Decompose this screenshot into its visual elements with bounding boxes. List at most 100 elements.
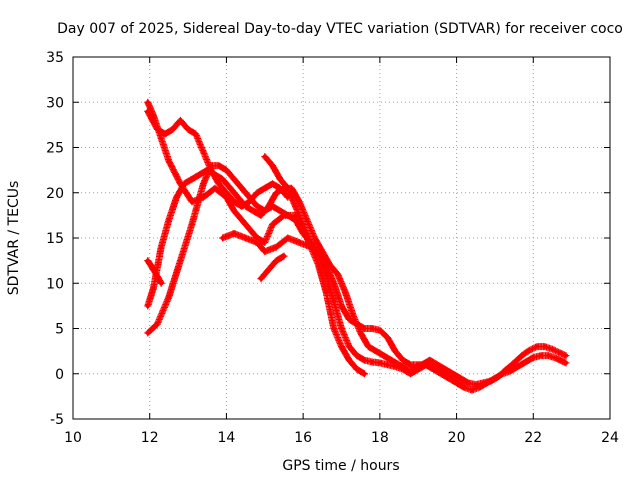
data-point bbox=[504, 367, 509, 372]
tick-labels: 10 12 14 16 18 20 22 24 -5 0 5 10 15 20 25 30 35 bbox=[46, 50, 619, 446]
data-point bbox=[170, 127, 175, 132]
series-trace-1 bbox=[144, 98, 368, 378]
y-tick-label: 20 bbox=[46, 186, 64, 202]
data-point bbox=[145, 109, 150, 114]
x-tick-label: 10 bbox=[64, 430, 82, 446]
data-point bbox=[189, 222, 195, 227]
data-point bbox=[393, 348, 398, 354]
data-point bbox=[189, 199, 195, 204]
data-point bbox=[339, 326, 344, 331]
data-point bbox=[262, 249, 267, 254]
data-point bbox=[174, 195, 179, 200]
data-point bbox=[350, 312, 356, 318]
data-point bbox=[293, 204, 298, 209]
data-point bbox=[281, 253, 287, 259]
data-point bbox=[216, 163, 221, 168]
data-point bbox=[304, 217, 310, 223]
data-point bbox=[182, 181, 187, 186]
data-point bbox=[354, 367, 359, 372]
data-point bbox=[178, 118, 183, 123]
data-point bbox=[511, 360, 517, 366]
data-point bbox=[450, 371, 455, 376]
y-tick-label: -5 bbox=[50, 412, 64, 428]
data-point bbox=[534, 344, 540, 349]
data-point bbox=[370, 359, 375, 365]
data-point bbox=[297, 240, 302, 245]
data-point bbox=[531, 355, 536, 360]
data-point bbox=[220, 235, 225, 241]
data-point bbox=[400, 358, 406, 363]
data-point bbox=[373, 348, 379, 354]
data-point bbox=[370, 326, 375, 331]
data-point bbox=[377, 360, 383, 366]
data-point bbox=[193, 131, 198, 137]
data-point bbox=[488, 378, 494, 384]
data-point bbox=[201, 149, 206, 155]
data-point bbox=[231, 231, 237, 236]
data-point bbox=[231, 177, 237, 182]
data-point bbox=[523, 359, 528, 365]
data-point bbox=[385, 362, 390, 367]
data-point bbox=[285, 213, 290, 218]
data-point bbox=[185, 127, 191, 132]
data-point bbox=[324, 272, 329, 277]
data-point bbox=[335, 272, 340, 277]
data-point bbox=[439, 371, 444, 376]
data-point bbox=[262, 186, 267, 191]
x-tick-label: 24 bbox=[601, 430, 619, 446]
series-trace-4 bbox=[144, 166, 570, 389]
data-point bbox=[542, 344, 547, 349]
axis-ticks bbox=[72, 56, 611, 420]
x-tick-label: 18 bbox=[371, 430, 389, 446]
data-point bbox=[262, 208, 267, 214]
data-point bbox=[285, 235, 290, 241]
data-point bbox=[347, 358, 352, 363]
data-point bbox=[212, 186, 218, 191]
data-point bbox=[339, 303, 344, 309]
data-point bbox=[481, 380, 486, 385]
x-axis-label: GPS time / hours bbox=[282, 458, 399, 474]
data-point bbox=[189, 177, 195, 182]
data-point bbox=[400, 367, 406, 372]
data-point bbox=[151, 285, 156, 290]
x-tick-label: 12 bbox=[141, 430, 159, 446]
data-point bbox=[277, 208, 283, 214]
data-point bbox=[155, 321, 160, 327]
data-point bbox=[435, 362, 440, 367]
data-point bbox=[270, 222, 275, 227]
data-point bbox=[427, 358, 432, 363]
data-point bbox=[389, 358, 394, 363]
data-point bbox=[254, 240, 260, 245]
data-point bbox=[347, 344, 352, 349]
data-point bbox=[465, 380, 471, 385]
data-point bbox=[270, 163, 275, 168]
data-point bbox=[442, 367, 448, 372]
y-tick-label: 30 bbox=[46, 95, 64, 111]
data-point bbox=[145, 100, 150, 105]
data-point bbox=[254, 190, 260, 195]
series-trace-6 bbox=[144, 257, 165, 287]
data-point bbox=[393, 364, 398, 369]
data-point bbox=[312, 235, 317, 241]
x-tick-label: 20 bbox=[448, 430, 466, 446]
data-point bbox=[408, 371, 413, 376]
data-point bbox=[231, 199, 237, 204]
data-point bbox=[159, 281, 164, 286]
data-point bbox=[362, 358, 367, 363]
data-point bbox=[377, 328, 383, 333]
data-point bbox=[281, 186, 287, 191]
data-point bbox=[331, 281, 336, 286]
y-tick-label: 35 bbox=[46, 50, 64, 66]
data-point bbox=[224, 190, 229, 195]
data-point bbox=[554, 356, 559, 361]
data-point bbox=[431, 367, 436, 372]
data-point bbox=[385, 335, 390, 340]
data-point bbox=[469, 387, 475, 393]
data-point bbox=[320, 253, 325, 259]
data-point bbox=[258, 213, 264, 218]
data-point bbox=[274, 244, 279, 250]
data-point bbox=[550, 347, 555, 352]
x-tick-label: 14 bbox=[218, 430, 236, 446]
data-point bbox=[462, 385, 467, 390]
